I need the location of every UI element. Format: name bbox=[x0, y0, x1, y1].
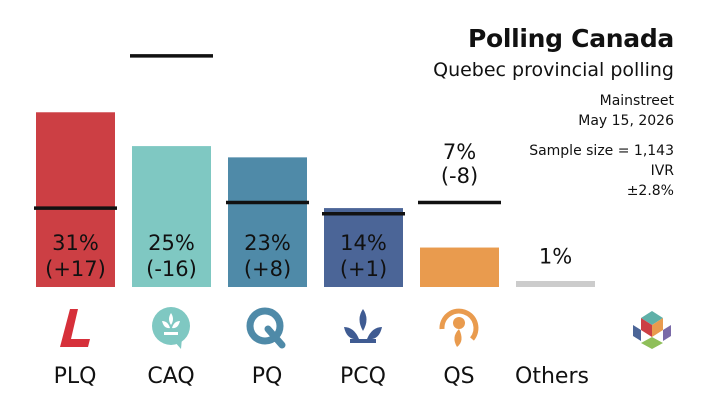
plq-logo-icon bbox=[52, 305, 98, 351]
poll-date: May 15, 2026 bbox=[578, 113, 674, 129]
party-label-qs: QS bbox=[443, 364, 475, 389]
sample-size: Sample size = 1,143 bbox=[529, 143, 674, 159]
pcq-logo-icon bbox=[340, 305, 386, 351]
value-label-others: 1% bbox=[539, 244, 572, 268]
change-label-pcq: (+1) bbox=[340, 257, 387, 281]
bar-pq bbox=[228, 157, 307, 287]
polling-canada-logo-icon bbox=[629, 305, 675, 351]
chart-subtitle: Quebec provincial polling bbox=[433, 59, 674, 81]
bar-plq bbox=[36, 112, 115, 287]
pq-logo-icon bbox=[244, 305, 290, 351]
chart-title: Polling Canada bbox=[467, 24, 674, 53]
bar-caq bbox=[132, 146, 211, 287]
change-label-qs: (-8) bbox=[441, 164, 478, 188]
bar-pcq bbox=[324, 208, 403, 287]
party-label-caq: CAQ bbox=[147, 364, 195, 389]
caq-logo-icon bbox=[148, 305, 194, 351]
poll-method: IVR bbox=[650, 163, 674, 179]
party-label-plq: PLQ bbox=[53, 364, 97, 389]
pollster-name: Mainstreet bbox=[599, 93, 674, 109]
party-label-pq: PQ bbox=[251, 364, 283, 389]
change-label-caq: (-16) bbox=[146, 257, 197, 281]
value-label-caq: 25% bbox=[148, 231, 195, 255]
party-label-pcq: PCQ bbox=[340, 364, 386, 389]
party-label-others: Others bbox=[515, 364, 589, 389]
value-label-pcq: 14% bbox=[340, 231, 387, 255]
value-label-qs: 7% bbox=[443, 140, 476, 164]
margin-of-error: ±2.8% bbox=[626, 183, 674, 199]
change-label-plq: (+17) bbox=[45, 257, 106, 281]
qs-logo-icon bbox=[436, 305, 482, 351]
value-label-plq: 31% bbox=[52, 231, 99, 255]
bar-others bbox=[516, 281, 595, 287]
change-label-pq: (+8) bbox=[244, 257, 291, 281]
bar-qs bbox=[420, 247, 499, 287]
value-label-pq: 23% bbox=[244, 231, 291, 255]
